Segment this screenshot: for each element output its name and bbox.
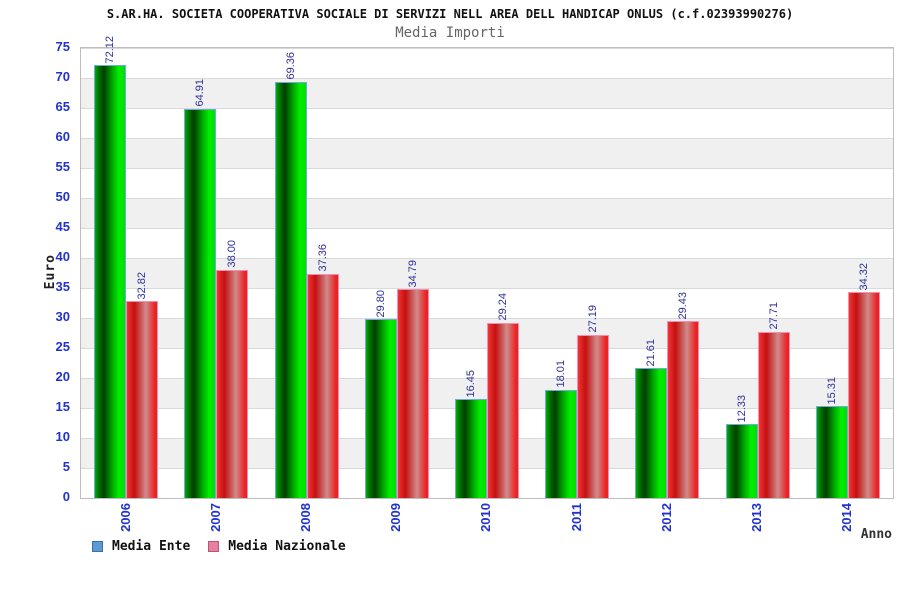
x-tick-label-2011: 2011 (568, 503, 584, 532)
bar-group-2007: 64.91 38.00 (171, 48, 261, 498)
bar-media-ente-2007: 64.91 (184, 79, 217, 498)
x-axis-title: Anno (860, 527, 892, 542)
bar-media-ente-2009: 29.80 (364, 290, 397, 498)
bar-media-nazionale-2011: 27.19 (577, 305, 610, 498)
legend-label-media-nazionale: Media Nazionale (228, 539, 346, 554)
x-tick-slot-2013: 2013 (712, 503, 802, 547)
bar-media-nazionale-2010: 29.24 (486, 293, 519, 498)
legend-item-media-nazionale: Media Nazionale (208, 539, 346, 554)
bar-media-ente-2006: 72.12 (94, 36, 127, 498)
bar-value-label-media-nazionale-2011: 27.19 (587, 305, 600, 333)
bar-media-nazionale-2006: 32.82 (126, 272, 159, 498)
x-tick-label-2009: 2009 (388, 503, 404, 532)
legend-swatch-media-nazionale-icon (208, 541, 220, 552)
bar-media-nazionale-2012: 29.43 (667, 292, 700, 498)
bar-group-2008: 69.36 37.36 (261, 48, 351, 498)
bar-value-label-media-nazionale-2014: 34.32 (857, 262, 870, 291)
x-tick-label-2012: 2012 (658, 503, 674, 532)
bar-group-2012: 21.61 29.43 (622, 48, 712, 498)
bar-media-nazionale-2014: 34.32 (847, 263, 880, 498)
bar-value-label-media-ente-2008: 69.36 (284, 52, 297, 80)
bar-group-2006: 72.12 32.82 (81, 36, 171, 498)
bar-value-label-media-ente-2006: 72.12 (104, 35, 117, 64)
bar-value-label-media-ente-2013: 12.33 (735, 394, 748, 423)
y-tick-label-40: 40 (55, 249, 70, 264)
bar-value-label-media-nazionale-2006: 32.82 (136, 271, 149, 300)
bar-value-label-media-nazionale-2010: 29.24 (496, 293, 509, 321)
bar-media-ente-2014: 15.31 (815, 377, 848, 498)
x-tick-slot-2012: 2012 (621, 503, 711, 547)
bar-value-label-media-ente-2012: 21.61 (645, 338, 658, 367)
bar-value-label-media-nazionale-2007: 38.00 (226, 240, 239, 268)
bar-media-nazionale-2008: 37.36 (306, 244, 339, 498)
y-tick-label-0: 0 (62, 489, 70, 504)
y-tick-label-25: 25 (55, 339, 70, 354)
chart-subtitle: Media Importi (395, 25, 505, 41)
bar-value-label-media-nazionale-2009: 34.79 (406, 259, 419, 288)
y-tick-label-65: 65 (55, 99, 70, 114)
y-tick-label-10: 10 (55, 429, 70, 444)
bar-value-label-media-ente-2014: 15.31 (825, 376, 838, 405)
x-tick-slot-2011: 2011 (531, 503, 621, 547)
y-tick-label-45: 45 (55, 219, 70, 234)
y-tick-label-55: 55 (55, 159, 70, 174)
y-tick-label-15: 15 (55, 399, 70, 414)
bar-group-2013: 12.33 27.71 (713, 48, 803, 498)
x-tick-label-2013: 2013 (749, 503, 765, 532)
x-tick-label-2006: 2006 (117, 503, 133, 532)
bar-group-2009: 29.80 34.79 (352, 48, 442, 498)
bar-value-label-media-ente-2007: 64.91 (194, 79, 207, 107)
bar-media-ente-2011: 18.01 (545, 360, 578, 498)
bar-value-label-media-nazionale-2008: 37.36 (316, 244, 329, 272)
bar-group-2014: 15.31 34.32 (803, 48, 893, 498)
y-tick-label-75: 75 (55, 39, 70, 54)
bar-media-nazionale-2007: 38.00 (216, 240, 249, 498)
x-tick-label-2010: 2010 (478, 503, 494, 532)
bar-value-label-media-nazionale-2012: 29.43 (677, 291, 690, 320)
bar-value-label-media-ente-2010: 16.45 (464, 369, 477, 398)
legend-item-media-ente: Media Ente (92, 539, 190, 554)
bar-media-nazionale-2009: 34.79 (396, 260, 429, 498)
legend-swatch-media-ente-icon (92, 541, 103, 552)
plot-area: 72.12 32.82 64.91 38.00 69.36 37.36 29.80 34.79… (80, 36, 894, 499)
x-tick-label-2007: 2007 (207, 503, 223, 532)
chart-title: S.AR.HA. SOCIETA COOPERATIVA SOCIALE DI … (106, 7, 794, 21)
y-tick-label-20: 20 (55, 369, 70, 384)
x-tick-slot-2010: 2010 (441, 503, 531, 547)
y-tick-label-5: 5 (62, 459, 70, 474)
bar-media-nazionale-2013: 27.71 (757, 302, 790, 498)
x-tick-label-2008: 2008 (298, 503, 314, 532)
y-tick-label-60: 60 (55, 129, 70, 144)
x-tick-slot-2009: 2009 (351, 503, 441, 547)
bar-group-2011: 18.01 27.19 (532, 48, 622, 498)
bar-group-2010: 16.45 29.24 (442, 48, 532, 498)
bar-value-label-media-nazionale-2013: 27.71 (767, 302, 780, 330)
bar-value-label-media-ente-2011: 18.01 (555, 360, 568, 388)
y-tick-label-50: 50 (55, 189, 70, 204)
bar-media-ente-2010: 16.45 (454, 370, 487, 498)
bar-media-ente-2012: 21.61 (635, 339, 668, 498)
bar-media-ente-2013: 12.33 (725, 395, 758, 498)
y-tick-label-30: 30 (55, 309, 70, 324)
bar-value-label-media-ente-2009: 29.80 (374, 289, 387, 318)
y-tick-label-70: 70 (55, 69, 70, 84)
legend-label-media-ente: Media Ente (112, 539, 191, 554)
legend: Media Ente Media Nazionale (92, 539, 346, 554)
y-tick-label-35: 35 (55, 279, 70, 294)
x-tick-label-2014: 2014 (839, 503, 855, 532)
bar-media-ente-2008: 69.36 (274, 52, 307, 498)
